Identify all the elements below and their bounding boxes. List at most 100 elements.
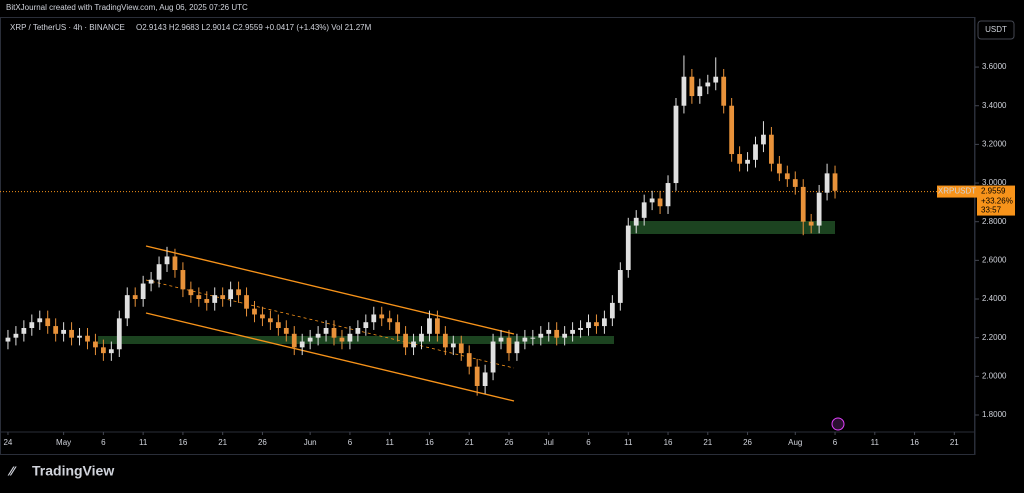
candle-body xyxy=(188,289,194,296)
candle-body xyxy=(132,295,138,300)
x-tick-label: 16 xyxy=(178,438,187,447)
candle-body xyxy=(792,179,798,187)
candle-body xyxy=(761,134,766,145)
candle-body xyxy=(379,314,385,319)
candle-body xyxy=(450,343,456,348)
candle-body xyxy=(784,173,790,180)
candle-body xyxy=(681,76,687,106)
candle-body xyxy=(108,349,114,354)
price-badge xyxy=(977,185,1015,216)
candle-body xyxy=(37,318,43,323)
candle-body xyxy=(602,318,607,327)
candle-body xyxy=(371,314,377,323)
candle-body xyxy=(586,322,591,329)
candle-body xyxy=(808,221,814,226)
y-tick-label: 3.6000 xyxy=(982,62,1007,71)
candle-body xyxy=(554,329,560,338)
y-tick-label: 3.4000 xyxy=(982,101,1007,110)
x-tick-label: 11 xyxy=(871,438,880,447)
y-tick-label: 1.8000 xyxy=(982,410,1007,419)
x-tick-label: 21 xyxy=(218,438,227,447)
candle-body xyxy=(594,322,599,327)
candle-body xyxy=(283,328,289,334)
candle-body xyxy=(737,154,742,164)
last-price-label: 2.9559 xyxy=(981,187,1006,196)
candle-body xyxy=(578,328,583,330)
candle-body xyxy=(665,183,671,207)
candle-body xyxy=(800,186,806,222)
candle-body xyxy=(490,341,496,373)
candle-body xyxy=(13,333,19,338)
candle-body xyxy=(458,343,464,354)
symbol-badge: XRPUSDT xyxy=(938,187,976,196)
x-tick-label: 26 xyxy=(505,438,514,447)
x-tick-label: 21 xyxy=(950,438,959,447)
candle-body xyxy=(506,337,512,354)
candle-body xyxy=(61,329,67,334)
candle-body xyxy=(721,76,727,106)
y-tick-label: 3.0000 xyxy=(982,178,1007,187)
x-tick-label: Jul xyxy=(544,438,554,447)
candle-body xyxy=(212,295,218,303)
candle-body xyxy=(832,173,838,191)
price-badge xyxy=(937,185,977,198)
x-tick-label: 6 xyxy=(101,438,106,447)
candle-body xyxy=(323,328,329,334)
candle-body xyxy=(331,328,337,338)
candle-body xyxy=(427,318,432,334)
x-tick-label: 16 xyxy=(910,438,919,447)
logo-mark: ⁄⁄ xyxy=(7,463,17,478)
candle-body xyxy=(435,318,440,334)
candle-body xyxy=(442,333,448,348)
candle-body xyxy=(538,333,544,338)
candle-body xyxy=(729,105,735,155)
x-tick-label: May xyxy=(56,438,71,447)
candle-body xyxy=(482,372,488,386)
candle-body xyxy=(124,295,130,319)
currency-button[interactable] xyxy=(977,20,1015,40)
candle-body xyxy=(244,295,249,309)
candle-body xyxy=(140,283,146,300)
candle-body xyxy=(514,341,520,354)
candle-body xyxy=(769,134,774,164)
candle-body xyxy=(85,335,90,342)
candle-body xyxy=(21,328,27,334)
x-tick-label: 26 xyxy=(258,438,267,447)
candle-body xyxy=(522,337,528,342)
x-tick-label: 6 xyxy=(833,438,838,447)
candle-body xyxy=(196,295,202,300)
y-tick-label: 2.0000 xyxy=(982,371,1007,380)
x-tick-label: 11 xyxy=(624,438,633,447)
last-price-countdown: 33:57 xyxy=(981,206,1002,215)
x-tick-label: 26 xyxy=(743,438,752,447)
candle-body xyxy=(625,225,631,271)
candle-body xyxy=(395,322,401,334)
alert-icon[interactable] xyxy=(831,417,845,431)
candle-body xyxy=(180,270,186,290)
channel-line xyxy=(145,245,515,335)
candle-body xyxy=(609,302,615,319)
candle-body xyxy=(100,347,106,354)
candle-body xyxy=(260,314,265,319)
candle-body xyxy=(307,337,313,342)
candle-body xyxy=(172,256,178,271)
candle-body xyxy=(705,82,711,87)
candle-body xyxy=(419,333,424,342)
currency[interactable]: USDT xyxy=(985,25,1007,34)
candle-body xyxy=(633,217,639,226)
x-tick-label: 16 xyxy=(425,438,434,447)
candle-body xyxy=(53,326,59,334)
candle-body xyxy=(466,353,472,367)
x-tick-label: 24 xyxy=(3,438,12,447)
y-tick-label: 3.2000 xyxy=(982,139,1007,148)
candle-body xyxy=(291,333,297,348)
logo: ⁄⁄ TradingView xyxy=(7,463,114,479)
x-tick-label: 11 xyxy=(386,438,395,447)
credit: BitXJournal created with TradingView.com… xyxy=(6,3,248,12)
x-tick-label: Aug xyxy=(788,438,802,447)
candle-body xyxy=(339,337,345,342)
candle-body xyxy=(164,256,170,265)
y-tick-label: 2.4000 xyxy=(982,294,1007,303)
